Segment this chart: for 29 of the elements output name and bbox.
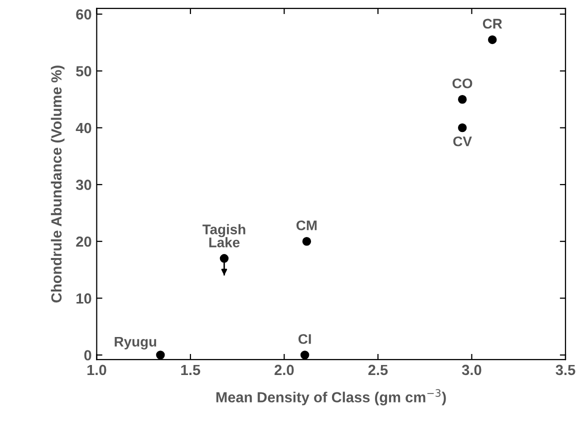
point (488, 35, 497, 44)
y-tick-label: 10 (76, 293, 92, 304)
y-tick-label: 20 (76, 236, 92, 247)
y-tick-label: 30 (76, 180, 92, 190)
y-tick-label: 40 (76, 122, 92, 134)
annotation: Tagish Lake (202, 224, 246, 248)
point (458, 123, 467, 132)
x-tick-label: 2.5 (368, 364, 388, 376)
x-axis-title: Mean Density of Class (gm cm$^{−3}$) (216, 389, 446, 406)
point (220, 254, 229, 263)
annotation: CM (296, 220, 317, 230)
annotation: CO (452, 78, 472, 88)
x-tick-label: 1.0 (87, 364, 106, 376)
annotation: CI (298, 334, 311, 344)
point (302, 237, 312, 246)
y-tick-label: 50 (76, 66, 92, 76)
point (300, 350, 310, 360)
point (458, 94, 467, 104)
annotation: CV (453, 136, 472, 146)
x-tick-label: 3.0 (462, 364, 482, 376)
point (156, 350, 165, 360)
x-tick-label: 3.5 (556, 364, 576, 376)
y-tick-label: 60 (76, 9, 92, 20)
y-tick-label: 0 (84, 350, 92, 360)
x-tick-label: 2.0 (274, 364, 294, 376)
annotation: CR (482, 18, 502, 29)
annotation: Ryugu (114, 336, 156, 350)
y-axis-title: Chondrule Abundance (Volume %) (50, 66, 64, 302)
x-tick-label: 1.5 (181, 364, 200, 376)
